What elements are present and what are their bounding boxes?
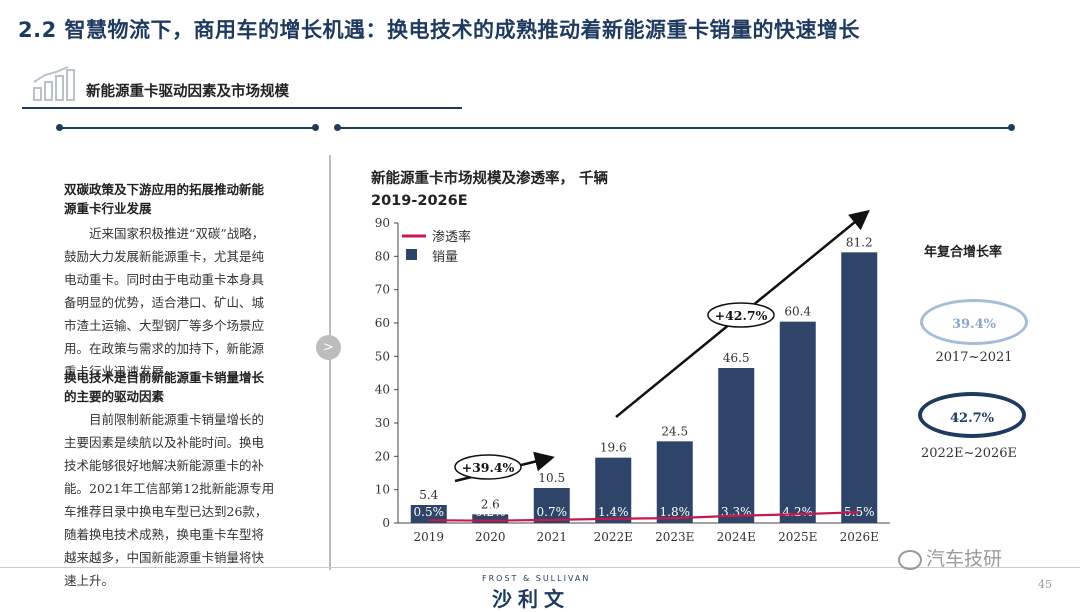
cagr-period-label: 2022E~2026E (920, 446, 1018, 461)
bar (533, 488, 570, 523)
vertical-divider (329, 155, 331, 570)
y-tick-label: 40 (375, 383, 390, 397)
penetration-label: 0.5% (414, 505, 445, 519)
divider-dot (312, 124, 319, 131)
brand-subtitle: FROST & SULLIVAN (482, 574, 591, 583)
annotation-cagr-label: +42.7% (715, 308, 768, 323)
bar (841, 252, 878, 524)
heading-battery-swap: 换电技术是目前新能源重卡销量增长 的主要的驱动因素 (64, 370, 265, 404)
cagr-title: 年复合增长率 (924, 245, 1003, 260)
bar (595, 457, 632, 523)
penetration-label: 0.2% (475, 505, 506, 519)
divider-dot (1008, 124, 1015, 131)
y-tick-label: 10 (375, 483, 390, 497)
bar (718, 368, 755, 523)
x-tick-label: 2022E (594, 530, 633, 544)
x-tick-label: 2021 (536, 530, 567, 544)
penetration-label: 1.4% (598, 505, 629, 519)
section-title: 新能源重卡驱动因素及市场规模 (86, 84, 289, 100)
x-tick-label: 2020 (475, 530, 506, 544)
y-tick-label: 20 (375, 449, 390, 463)
penetration-label: 0.7% (537, 505, 568, 519)
legend-bar-swatch (406, 249, 417, 260)
bar-value-label: 2.6 (481, 497, 500, 511)
bar-value-label: 24.5 (661, 424, 688, 438)
bar-value-label: 46.5 (723, 351, 750, 365)
bar (410, 505, 447, 523)
bar-chart: 0 10 20 30 40 50 60 70 80 90 5.4 2019 0.5% 2.6 2020 0.2… (375, 209, 890, 544)
cagr-badge-2022-2026: 42.7% (918, 392, 1026, 438)
heading-carbon-policy: 双碳政策及下游应用的拓展推动新能 源重卡行业发展 (64, 182, 265, 216)
cagr-badge-2017-2021: 39.4% (920, 299, 1028, 345)
bar (472, 514, 509, 523)
y-tick-label: 0 (382, 516, 390, 530)
x-tick-label: 2023E (655, 530, 694, 544)
bar (779, 321, 816, 523)
bar-chart-icon (33, 66, 75, 101)
next-arrow-icon[interactable]: > (316, 335, 341, 360)
wechat-icon (898, 549, 922, 570)
bar-value-label: 60.4 (784, 305, 811, 319)
legend-label-bar: 销量 (432, 250, 458, 265)
annotation-cagr-label: +39.4% (462, 460, 515, 475)
annotation-oval (707, 302, 775, 328)
annotation-oval (454, 454, 522, 480)
bar-value-label: 81.2 (846, 235, 873, 249)
y-tick-label: 70 (375, 283, 390, 297)
divider-dot (334, 124, 341, 131)
penetration-label: 5.5% (844, 505, 875, 519)
watermark: 汽车技研 (898, 544, 1002, 571)
right-divider-line (338, 127, 1012, 129)
y-tick-label: 90 (375, 216, 390, 230)
cagr-period-label: 2017~2021 (935, 350, 1013, 365)
y-tick-label: 60 (375, 316, 390, 330)
penetration-line (428, 511, 860, 522)
penetration-label: 4.2% (783, 505, 814, 519)
page-title: 2.2 智慧物流下，商用车的增长机遇：换电技术的成熟推动着新能源重卡销量的快速增… (18, 18, 861, 42)
left-text-panel-2: 换电技术是目前新能源重卡销量增长 的主要的驱动因素 目前限制新能源重卡销量增长的… (64, 368, 296, 592)
page-number: 45 (1038, 578, 1052, 591)
bar-value-label: 5.4 (419, 488, 438, 502)
y-tick-label: 80 (375, 249, 390, 263)
penetration-label: 1.8% (660, 505, 691, 519)
y-tick-label: 50 (375, 349, 390, 363)
bar-value-label: 19.6 (600, 441, 627, 455)
section-underline (22, 107, 462, 109)
brand-logo: 沙利文 (492, 587, 570, 611)
bar (656, 441, 693, 523)
left-text-panel: 双碳政策及下游应用的拓展推动新能 源重卡行业发展 近来国家积极推进“双碳”战略，… (64, 180, 296, 383)
y-tick-label: 30 (375, 416, 390, 430)
divider-dot (56, 124, 63, 131)
x-tick-label: 2024E (717, 530, 756, 544)
footer-divider (0, 567, 1080, 568)
bar-value-label: 10.5 (538, 471, 565, 485)
legend-label-line: 渗透率 (432, 229, 471, 245)
x-tick-label: 2025E (778, 530, 817, 544)
x-tick-label: 2019 (413, 530, 444, 544)
x-tick-label: 2026E (840, 530, 879, 544)
left-divider-line (60, 127, 316, 129)
chart-title: 新能源重卡市场规模及渗透率， 千辆 2019-2026E (371, 171, 609, 209)
